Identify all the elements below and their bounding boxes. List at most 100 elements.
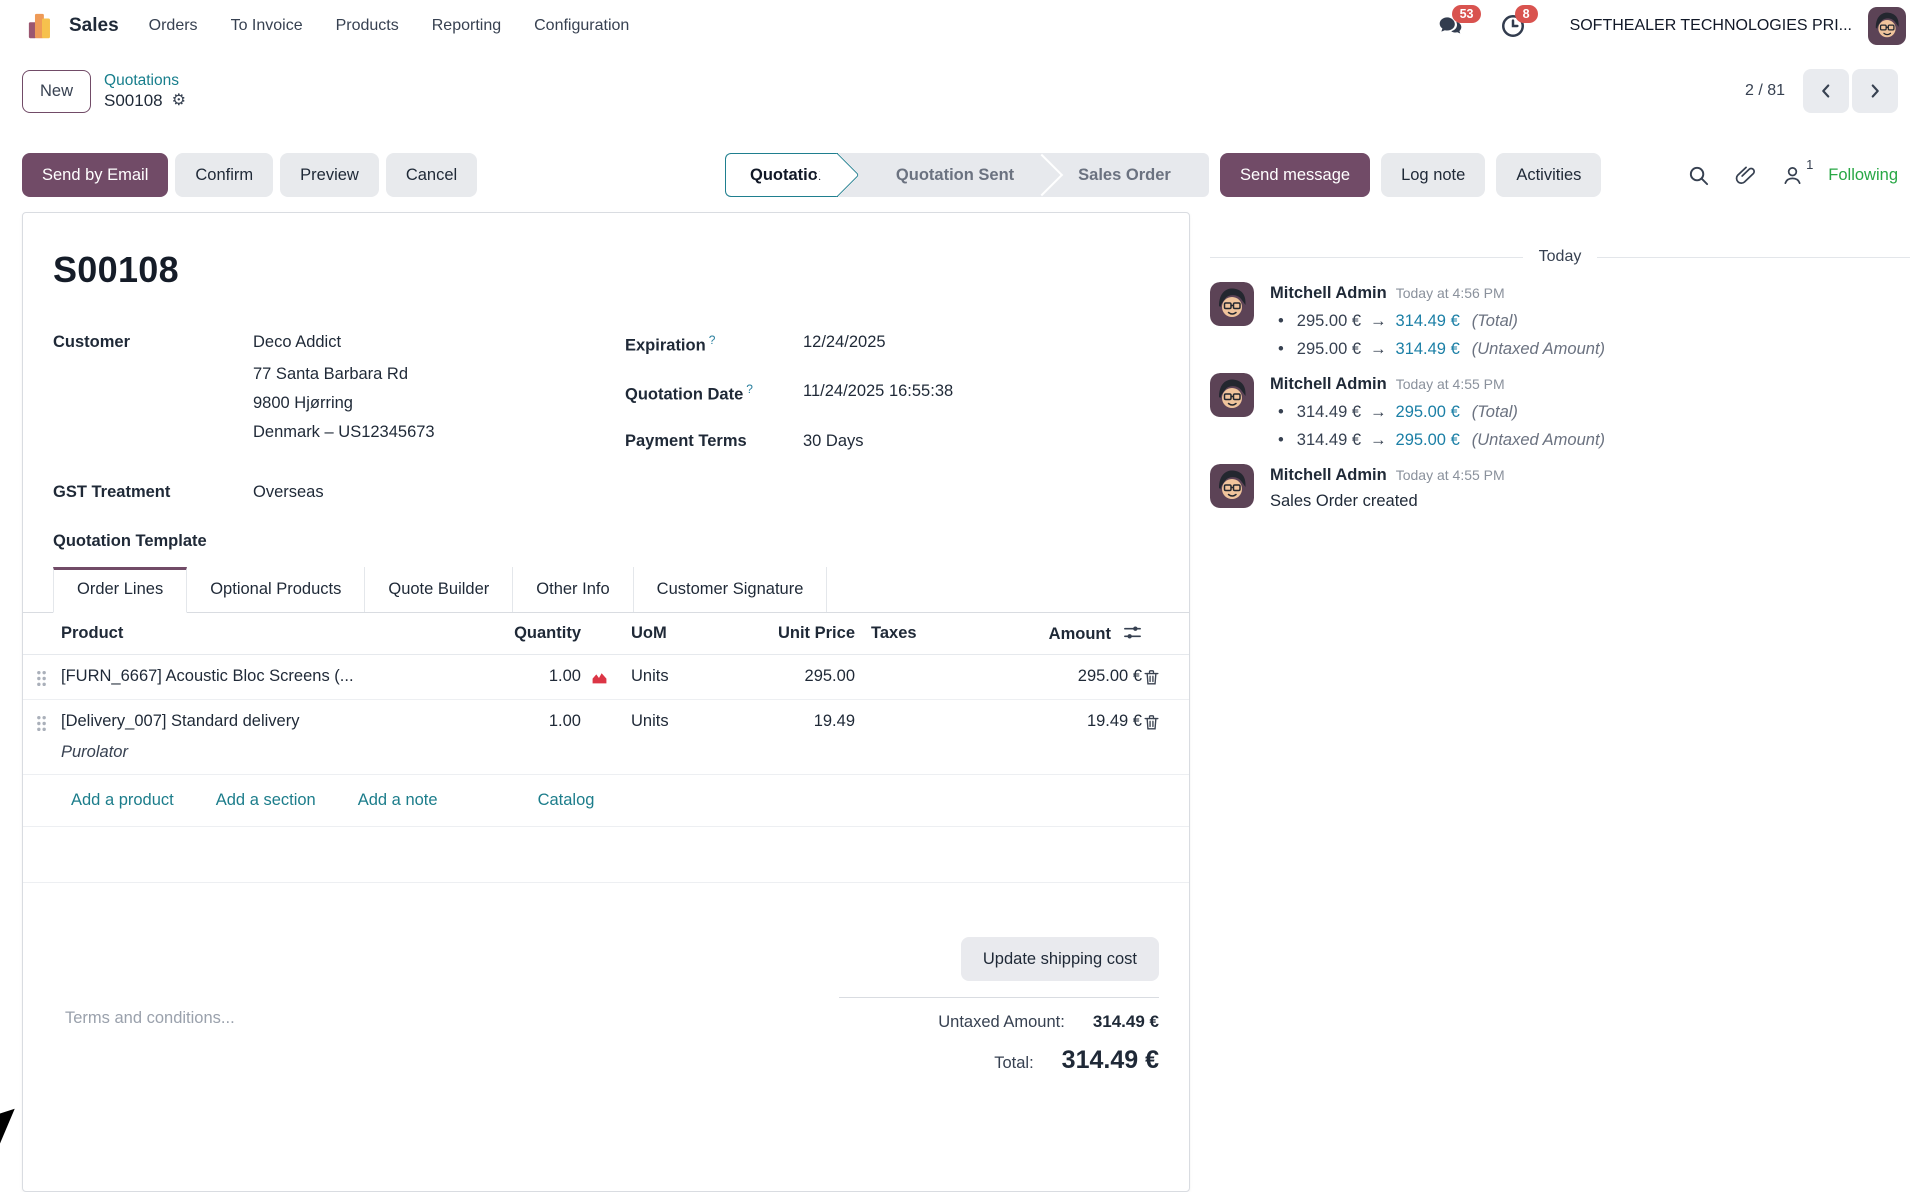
tab-optional-products[interactable]: Optional Products xyxy=(187,567,366,612)
message-author[interactable]: Mitchell Admin xyxy=(1270,284,1387,302)
cancel-button[interactable]: Cancel xyxy=(385,153,478,197)
expiration-value[interactable]: 12/24/2025 xyxy=(803,333,886,351)
col-amount-label[interactable]: Amount xyxy=(1048,625,1111,643)
avatar[interactable] xyxy=(1210,282,1254,326)
chevron-right-icon xyxy=(1864,80,1886,102)
old-value: 295.00 € xyxy=(1296,340,1362,358)
menu-to-invoice[interactable]: To Invoice xyxy=(230,17,303,34)
confirm-button[interactable]: Confirm xyxy=(175,153,274,197)
tab-customer-signature[interactable]: Customer Signature xyxy=(634,567,828,612)
message-author[interactable]: Mitchell Admin xyxy=(1270,466,1387,484)
menu-products[interactable]: Products xyxy=(335,17,399,34)
gst-treatment-label: GST Treatment xyxy=(53,483,171,501)
message-author[interactable]: Mitchell Admin xyxy=(1270,375,1387,393)
log-note-button[interactable]: Log note xyxy=(1381,153,1486,197)
send-by-email-button[interactable]: Send by Email xyxy=(22,153,169,197)
activities-clock-icon[interactable]: 8 xyxy=(1500,5,1538,39)
col-quantity[interactable]: Quantity xyxy=(421,613,581,655)
drag-handle-icon[interactable] xyxy=(23,654,61,700)
status-step-sales-order[interactable]: Sales Order xyxy=(1078,165,1171,184)
quotation-date-value[interactable]: 11/24/2025 16:55:38 xyxy=(803,382,954,401)
add-a-note-link[interactable]: Add a note xyxy=(357,791,438,809)
company-name[interactable]: SOFTHEALER TECHNOLOGIES PRI... xyxy=(1569,17,1852,34)
col-taxes[interactable]: Taxes xyxy=(855,613,965,655)
add-a-product-link[interactable]: Add a product xyxy=(71,791,174,809)
uom-cell[interactable]: Units xyxy=(615,654,735,700)
taxes-cell[interactable] xyxy=(855,699,965,775)
settings-gear-icon[interactable]: ⚙ xyxy=(171,91,186,109)
customer-address-line2: 9800 Hjørring xyxy=(253,394,353,412)
pager-next-button[interactable] xyxy=(1852,69,1898,113)
menu-reporting[interactable]: Reporting xyxy=(431,17,502,34)
delete-row-icon[interactable] xyxy=(1142,654,1189,700)
breadcrumb-quotations-link[interactable]: Quotations xyxy=(104,71,179,89)
followers-button[interactable]: 1 xyxy=(1781,157,1813,187)
app-name[interactable]: Sales xyxy=(69,15,119,36)
status-pipeline: Quotation Quotation Sent Sales Order xyxy=(725,153,1209,197)
tab-other-info[interactable]: Other Info xyxy=(513,567,634,612)
help-icon[interactable]: ? xyxy=(746,382,753,397)
catalog-link[interactable]: Catalog xyxy=(537,791,595,809)
following-toggle[interactable]: Following xyxy=(1828,165,1898,184)
help-icon[interactable]: ? xyxy=(708,333,716,347)
taxes-cell[interactable] xyxy=(855,654,965,700)
pager-previous-button[interactable] xyxy=(1803,69,1849,113)
quantity-cell[interactable]: 1.00 xyxy=(421,654,581,700)
forecast-chart-icon[interactable] xyxy=(581,654,615,700)
chatter-message: Mitchell Admin Today at 4:55 PM Sales Or… xyxy=(1210,464,1910,511)
quotation-template-label: Quotation Template xyxy=(53,532,207,550)
menu-orders[interactable]: Orders xyxy=(148,17,198,34)
activities-badge: 8 xyxy=(1514,5,1538,23)
unit-price-cell[interactable]: 295.00 xyxy=(735,654,855,700)
status-step-quotation[interactable]: Quotation xyxy=(725,153,838,197)
table-row[interactable]: [FURN_6667] Acoustic Bloc Screens (... 1… xyxy=(23,654,1189,700)
quotation-template-value[interactable] xyxy=(253,532,625,551)
col-product[interactable]: Product xyxy=(61,613,421,655)
terms-and-conditions-input[interactable]: Terms and conditions... xyxy=(65,1009,235,1027)
quantity-cell[interactable]: 1.00 xyxy=(421,699,581,775)
send-message-button[interactable]: Send message xyxy=(1220,153,1371,197)
column-options-icon[interactable] xyxy=(1111,623,1142,642)
odoo-sales-app-icon[interactable] xyxy=(26,11,58,41)
customer-value[interactable]: Deco Addict xyxy=(253,333,342,351)
record-pager: 2 / 81 xyxy=(1745,69,1898,113)
product-cell[interactable]: [Delivery_007] Standard delivery Purolat… xyxy=(61,699,421,775)
gst-treatment-value[interactable]: Overseas xyxy=(253,483,324,501)
unit-price-cell[interactable]: 19.49 xyxy=(735,699,855,775)
customer-address-line1: 77 Santa Barbara Rd xyxy=(253,365,409,383)
avatar[interactable] xyxy=(1210,373,1254,417)
avatar[interactable] xyxy=(1210,464,1254,508)
expiration-field: Expiration? 12/24/2025 xyxy=(625,333,1159,355)
untaxed-amount-value: 314.49 € xyxy=(1092,1012,1159,1031)
followers-count: 1 xyxy=(1806,156,1814,172)
drag-handle-icon[interactable] xyxy=(23,699,61,775)
product-description[interactable]: Purolator xyxy=(61,743,128,761)
payment-terms-label: Payment Terms xyxy=(625,431,747,450)
activities-button[interactable]: Activities xyxy=(1496,153,1602,197)
col-unit-price[interactable]: Unit Price xyxy=(735,613,855,655)
preview-button[interactable]: Preview xyxy=(280,153,379,197)
search-messages-button[interactable] xyxy=(1687,164,1710,187)
status-step-quotation-sent[interactable]: Quotation Sent xyxy=(862,153,1044,197)
product-cell[interactable]: [FURN_6667] Acoustic Bloc Screens (... xyxy=(61,654,421,700)
tab-order-lines[interactable]: Order Lines xyxy=(53,567,188,613)
uom-cell[interactable]: Units xyxy=(615,699,735,775)
add-a-section-link[interactable]: Add a section xyxy=(215,791,316,809)
user-avatar[interactable] xyxy=(1868,7,1906,45)
tab-quote-builder[interactable]: Quote Builder xyxy=(365,567,514,612)
update-shipping-cost-button[interactable]: Update shipping cost xyxy=(960,937,1159,981)
payment-terms-value[interactable]: 30 Days xyxy=(803,431,864,450)
action-row: Send by Email Confirm Preview Cancel Quo… xyxy=(22,153,1898,197)
delete-row-icon[interactable] xyxy=(1142,699,1189,775)
product-name[interactable]: [Delivery_007] Standard delivery xyxy=(61,712,300,730)
col-uom[interactable]: UoM xyxy=(615,613,735,655)
customer-label: Customer xyxy=(53,333,131,351)
top-navbar: Sales Orders To Invoice Products Reporti… xyxy=(0,0,1920,52)
changed-field: (Total) xyxy=(1471,403,1518,421)
menu-configuration[interactable]: Configuration xyxy=(534,17,630,34)
attachments-button[interactable] xyxy=(1734,164,1757,187)
table-row[interactable]: [Delivery_007] Standard delivery Purolat… xyxy=(23,699,1189,775)
expiration-label: Expiration xyxy=(625,336,706,355)
new-button[interactable]: New xyxy=(22,69,92,113)
messages-icon[interactable]: 53 xyxy=(1437,5,1482,39)
